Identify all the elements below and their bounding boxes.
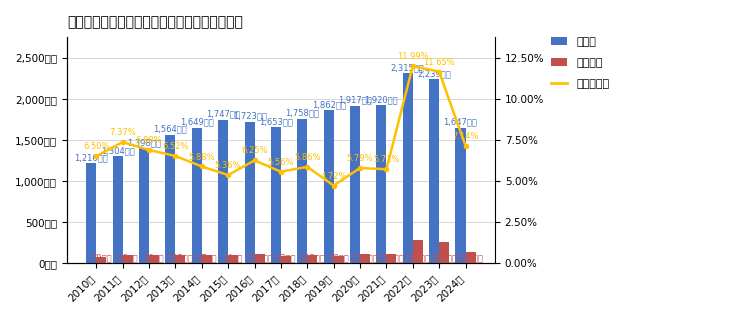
Legend: 売上高, 営業利益, 営業利益率: 売上高, 営業利益, 営業利益率 — [547, 32, 614, 94]
Text: 103億円: 103億円 — [300, 253, 325, 262]
Text: 102億円: 102億円 — [168, 253, 194, 262]
Text: 5.36%: 5.36% — [215, 161, 242, 170]
Text: 277億円: 277億円 — [405, 253, 431, 262]
営業利益率 — [250, 158, 259, 162]
Text: 1,653億円: 1,653億円 — [259, 117, 293, 126]
Bar — [271, 127, 281, 263]
営業利益率 — [461, 144, 470, 148]
Text: 6.52%: 6.52% — [162, 142, 189, 151]
Text: 1,216億円: 1,216億円 — [75, 153, 108, 162]
Text: 79億円: 79億円 — [91, 253, 111, 262]
Text: 261億円: 261億円 — [431, 253, 457, 262]
営業利益率 — [118, 140, 127, 144]
Text: 5.71%: 5.71% — [373, 156, 400, 164]
Bar — [202, 255, 212, 263]
Bar — [360, 254, 370, 263]
Bar — [123, 255, 133, 263]
Text: 5.86%: 5.86% — [294, 153, 321, 162]
Bar — [166, 135, 175, 263]
Text: 11.65%: 11.65% — [423, 58, 455, 67]
Text: 1,920億円: 1,920億円 — [364, 95, 398, 104]
営業利益率 — [408, 64, 417, 68]
Text: 94億円: 94億円 — [223, 253, 243, 262]
Text: 7.37%: 7.37% — [109, 128, 136, 137]
営業利益率 — [92, 154, 101, 158]
Text: 1,758億円: 1,758億円 — [285, 109, 319, 118]
Bar — [228, 255, 238, 263]
Bar — [350, 106, 360, 263]
Text: 5.79%: 5.79% — [347, 154, 373, 163]
Bar — [218, 120, 228, 263]
Text: 110億円: 110億円 — [379, 253, 404, 262]
Text: 88億円: 88億円 — [328, 253, 349, 262]
Text: 2,315億円: 2,315億円 — [391, 63, 425, 72]
Bar — [96, 257, 106, 263]
Text: 108億円: 108億円 — [247, 253, 273, 262]
Text: 2,239億円: 2,239億円 — [417, 69, 451, 78]
Bar — [281, 256, 291, 263]
Bar — [334, 256, 343, 263]
Text: 1,647億円: 1,647億円 — [444, 118, 477, 127]
Bar — [175, 255, 185, 263]
営業利益率 — [224, 173, 233, 177]
Text: 5.56%: 5.56% — [267, 158, 294, 167]
Text: 6.88%: 6.88% — [136, 136, 163, 145]
Text: 1,917億円: 1,917億円 — [338, 96, 372, 105]
Line: 営業利益率: 営業利益率 — [94, 64, 468, 188]
営業利益率 — [382, 167, 391, 171]
Bar — [324, 110, 334, 263]
営業利益率 — [355, 166, 364, 170]
Text: 住友倉庫の売上高・営業利益・営業利益の推移: 住友倉庫の売上高・営業利益・営業利益の推移 — [67, 15, 242, 29]
Text: 5.88%: 5.88% — [188, 153, 215, 162]
営業利益率 — [303, 165, 312, 169]
Text: 111億円: 111億円 — [352, 253, 378, 262]
Text: 1,723億円: 1,723億円 — [233, 112, 267, 121]
Bar — [87, 163, 96, 263]
Text: 92億円: 92億円 — [276, 253, 296, 262]
Bar — [403, 73, 413, 263]
Bar — [149, 255, 159, 263]
Text: 96億円: 96億円 — [117, 253, 138, 262]
Text: 132億円: 132億円 — [458, 253, 483, 262]
営業利益率 — [197, 165, 206, 169]
Text: 11.99%: 11.99% — [397, 52, 428, 61]
Bar — [439, 242, 449, 263]
営業利益率 — [171, 154, 180, 158]
営業利益率 — [434, 70, 444, 73]
Bar — [465, 252, 476, 263]
Bar — [297, 119, 307, 263]
Text: 1,564億円: 1,564億円 — [154, 125, 187, 134]
Text: 1,649億円: 1,649億円 — [180, 118, 214, 127]
Bar — [376, 105, 386, 263]
Text: 1,747億円: 1,747億円 — [206, 110, 240, 119]
営業利益率 — [145, 148, 154, 152]
Text: 1,862億円: 1,862億円 — [312, 100, 346, 109]
Bar — [307, 255, 317, 263]
Text: 7.14%: 7.14% — [453, 132, 479, 141]
Text: 6.50%: 6.50% — [83, 142, 110, 151]
Text: 1,398億円: 1,398億円 — [127, 138, 161, 147]
営業利益率 — [276, 170, 285, 174]
Bar — [386, 254, 396, 263]
Bar — [429, 79, 439, 263]
Text: 1,304億円: 1,304億円 — [101, 146, 135, 155]
Text: 4.72%: 4.72% — [321, 172, 347, 181]
Bar — [255, 254, 264, 263]
Bar — [413, 240, 422, 263]
Text: 6.25%: 6.25% — [241, 147, 268, 156]
営業利益率 — [329, 183, 338, 187]
Bar — [139, 148, 149, 263]
Text: 97億円: 97億円 — [197, 253, 217, 262]
Bar — [456, 128, 465, 263]
Bar — [192, 128, 202, 263]
Text: 96億円: 96億円 — [144, 253, 164, 262]
Bar — [113, 156, 123, 263]
Bar — [245, 121, 255, 263]
